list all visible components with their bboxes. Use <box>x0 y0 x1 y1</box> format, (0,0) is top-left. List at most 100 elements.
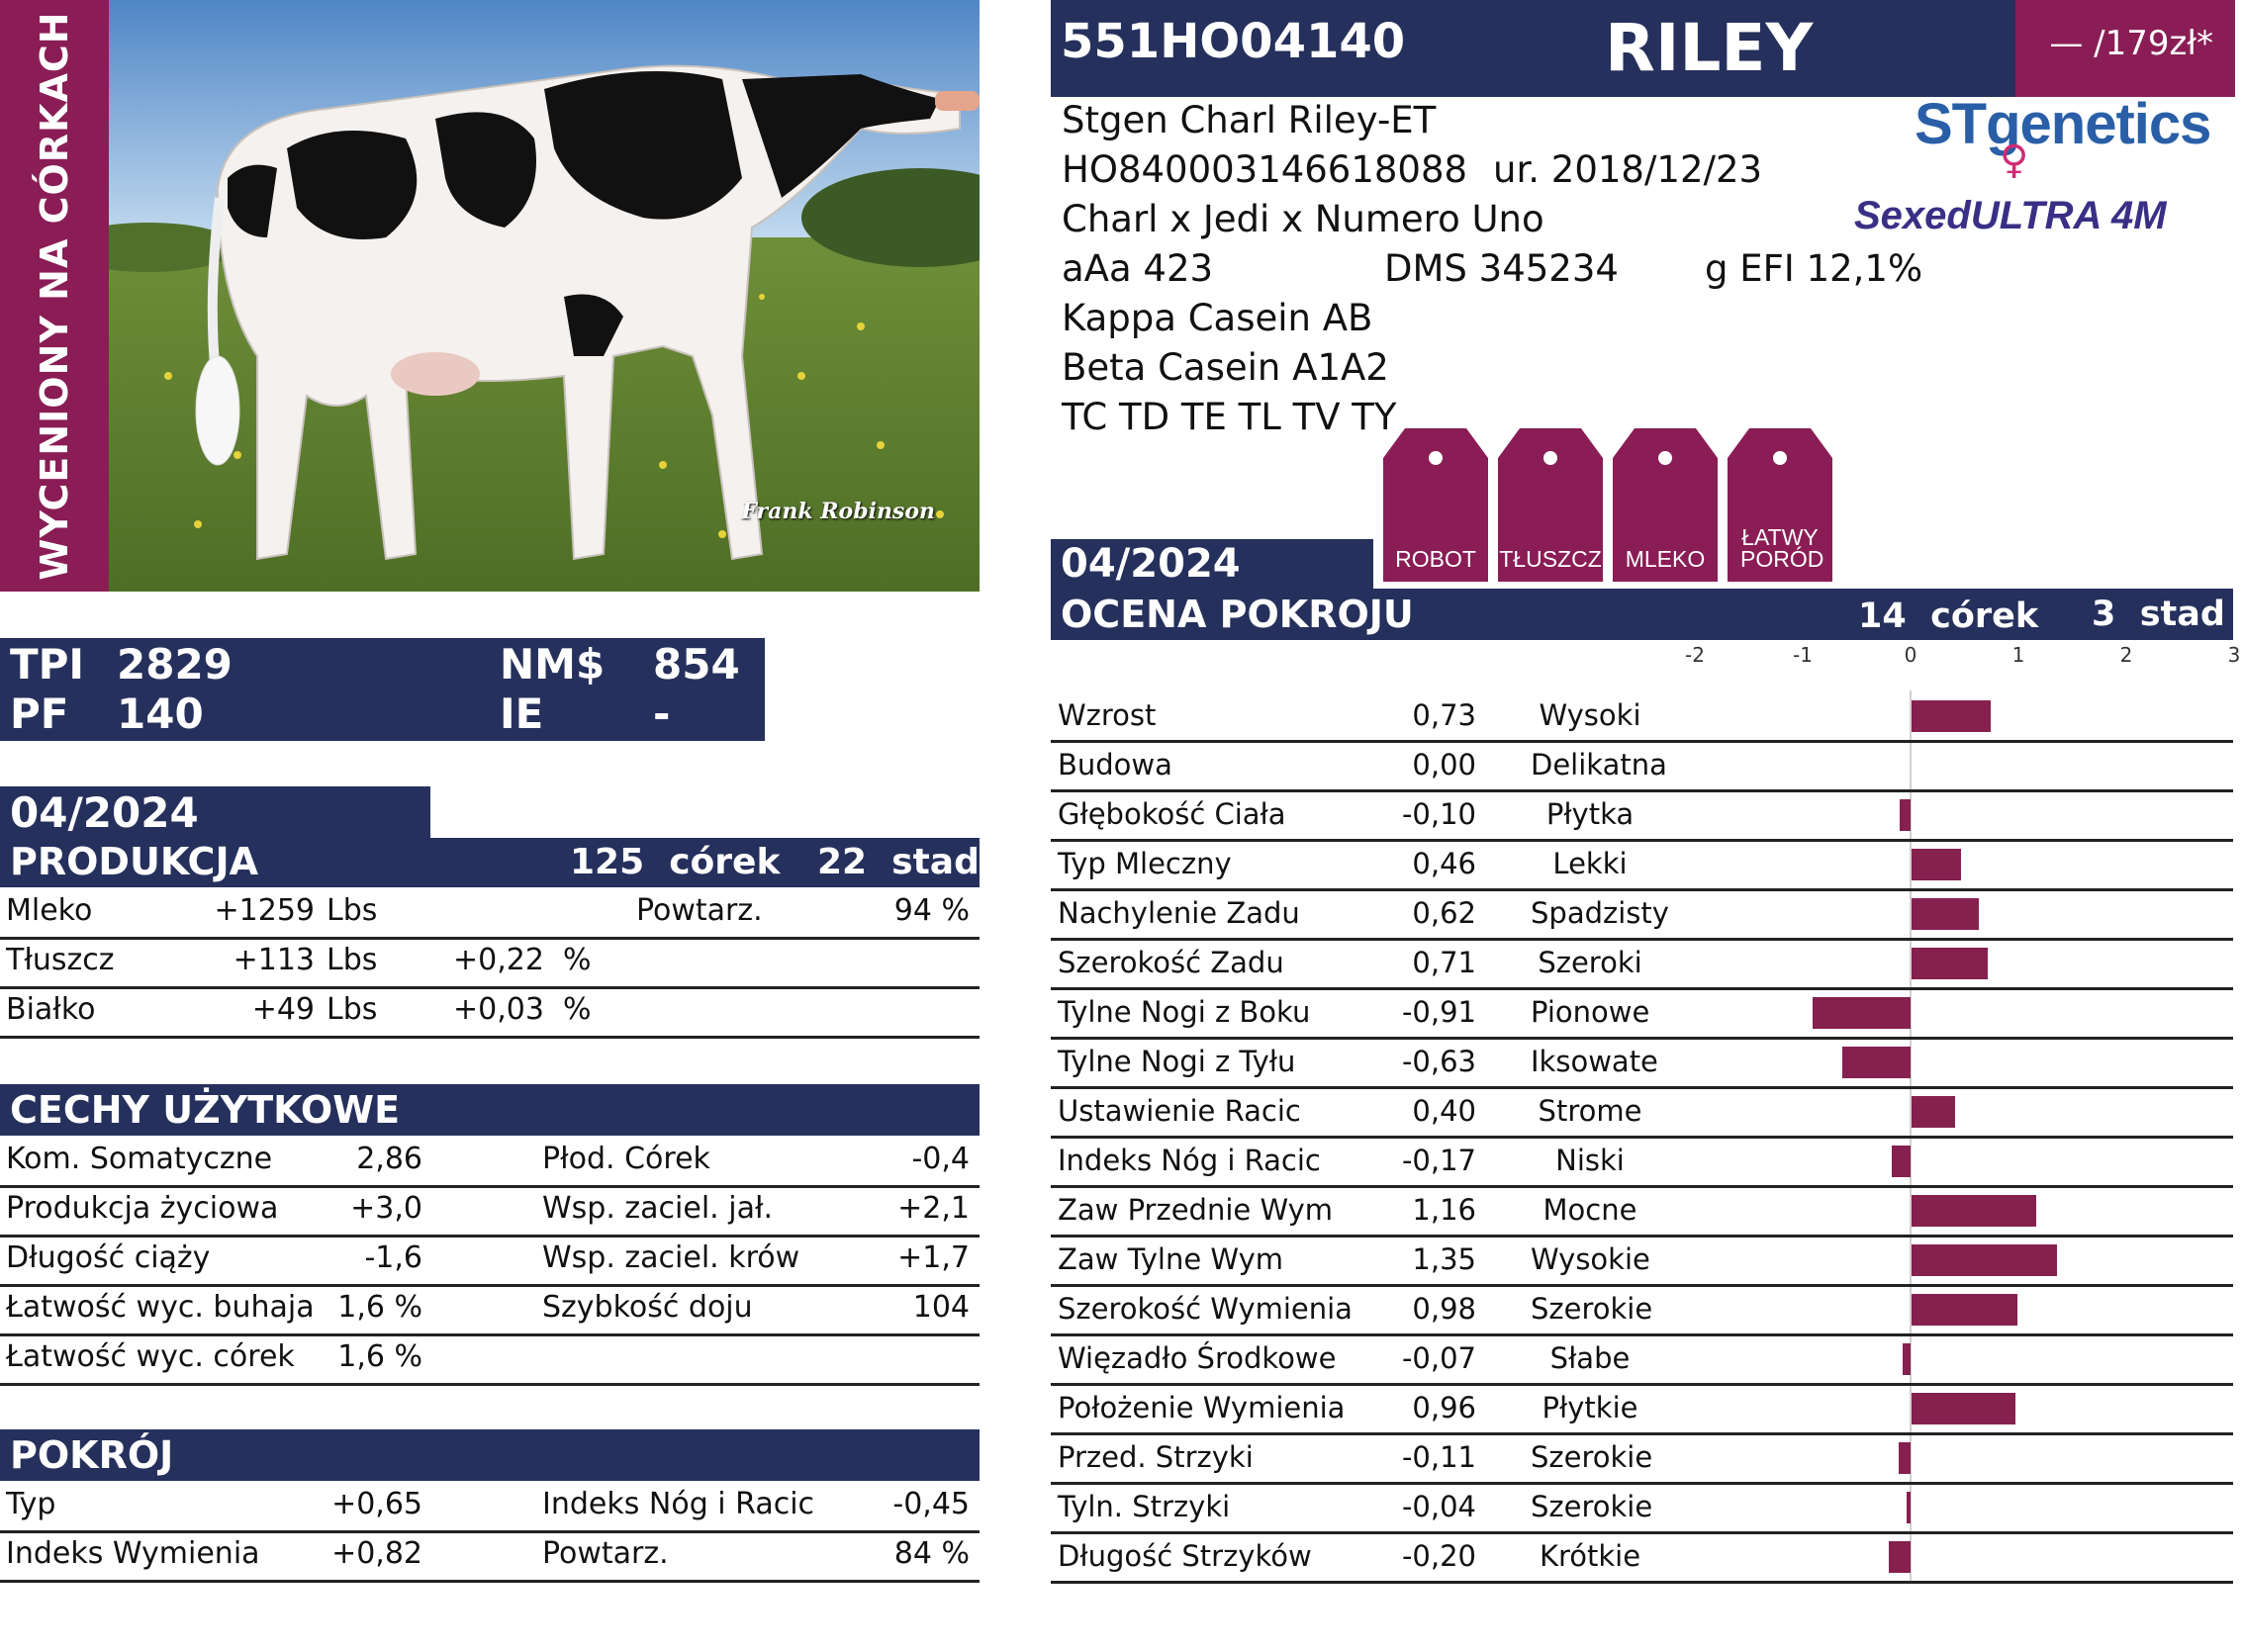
trait-descriptor: Płytkie <box>1542 1391 1638 1424</box>
trait-bar <box>1903 1343 1911 1375</box>
row-value: +0,82 <box>331 1536 422 1571</box>
trait-descriptor: Strome <box>1538 1094 1642 1128</box>
trait-descriptor: Pionowe <box>1531 995 1650 1029</box>
reg-number: HO840003146618088 <box>1062 148 1468 191</box>
trait-bar <box>1892 1146 1911 1177</box>
trait-label: Tylne Nogi z Boku <box>1058 995 1311 1029</box>
functional-header: CECHY UŻYTKOWE <box>0 1084 980 1136</box>
trait-value: -0,63 <box>1401 1045 1476 1078</box>
ie-value: - <box>653 689 671 738</box>
trait-value: 0,98 <box>1412 1292 1476 1326</box>
aaa-code: aAa 423 <box>1062 247 1214 290</box>
row-label: Mleko <box>6 893 93 928</box>
tag-easy-calving: ŁATWY PORÓD <box>1728 428 1832 582</box>
axis-tick-label: 0 <box>1904 643 1917 667</box>
row-value: 1,6 % <box>337 1290 422 1325</box>
side-banner: WYCENIONY NA CÓRKACH <box>0 0 109 592</box>
trait-value: 1,16 <box>1412 1193 1476 1227</box>
table-row: Łatwość wyc. buhaja 1,6 % Szybkość doju … <box>0 1284 980 1336</box>
axis-tick-label: -1 <box>1793 643 1813 667</box>
row-pct: +0,22 % <box>453 943 592 977</box>
table-row: Łatwość wyc. córek 1,6 % <box>0 1333 980 1386</box>
trait-value: 1,35 <box>1412 1242 1476 1276</box>
trait-label: Tyln. Strzyki <box>1058 1490 1231 1523</box>
trait-bar <box>1899 1442 1911 1474</box>
row-value: 2,86 <box>356 1142 422 1176</box>
trait-descriptor: Mocne <box>1542 1193 1637 1227</box>
nm-label: NM$ <box>500 640 606 688</box>
row-value: +3,0 <box>350 1191 422 1226</box>
photo-credit: Frank Robinson <box>741 499 935 524</box>
tag-label: MLEKO <box>1625 546 1706 572</box>
trait-value: -0,04 <box>1401 1490 1476 1523</box>
row-value: -1,6 <box>364 1240 422 1275</box>
tpi-label: TPI <box>10 640 85 688</box>
pedigree: Charl x Jedi x Numero Uno <box>1062 198 1544 240</box>
header-bar: 551HO04140 RILEY <box>1051 0 2015 97</box>
table-row: Indeks Wymienia +0,82 Powtarz. 84 % <box>0 1530 980 1583</box>
tag-robot: ROBOT <box>1383 428 1488 582</box>
table-row: Budowa 0,00 Delikatna <box>1051 740 2233 792</box>
full-name: Stgen Charl Riley-ET <box>1062 99 1437 141</box>
trait-value: -0,91 <box>1401 995 1476 1029</box>
trait-bar <box>1812 997 1911 1029</box>
trait-value: 0,00 <box>1412 748 1476 781</box>
conformation-chart: Wzrost 0,73 Wysoki Budowa 0,00 Delikatna Głębo… <box>1051 690 2233 1584</box>
functional-title: CECHY UŻYTKOWE <box>10 1088 401 1132</box>
ie-label: IE <box>500 689 544 738</box>
table-row: Szerokość Zadu 0,71 Szeroki <box>1051 938 2233 990</box>
table-row: Typ Mleczny 0,46 Lekki <box>1051 839 2233 891</box>
table-row: Zaw Tylne Wym 1,35 Wysokie <box>1051 1235 2233 1287</box>
birth-date: ur. 2018/12/23 <box>1493 148 1763 191</box>
row-label: Białko <box>6 992 96 1027</box>
trait-label: Nachylenie Zadu <box>1058 896 1300 930</box>
kappa-casein: Kappa Casein AB <box>1062 297 1373 339</box>
trait-bar <box>1912 1244 2058 1276</box>
row-label: Indeks Nóg i Racic <box>542 1487 815 1521</box>
table-row: Głębokość Ciała -0,10 Płytka <box>1051 789 2233 842</box>
row-value: 104 <box>912 1290 970 1325</box>
trait-descriptor: Krótkie <box>1539 1539 1641 1573</box>
production-table: Mleko +1259 Lbs Powtarz. 94 % Tłuszcz +1… <box>0 887 980 1039</box>
trait-bar <box>1912 898 1979 930</box>
production-title: PRODUKCJA <box>10 840 258 883</box>
nm-value: 854 <box>653 640 740 688</box>
trait-label: Przed. Strzyki <box>1058 1440 1254 1474</box>
row-unit: Lbs <box>327 943 378 977</box>
trait-value: -0,11 <box>1401 1440 1476 1474</box>
table-row: Białko +49 Lbs +0,03 % <box>0 986 980 1039</box>
tag-milk: MLEKO <box>1613 428 1718 582</box>
pf-value: 140 <box>117 689 204 738</box>
row-label: Łatwość wyc. córek <box>6 1339 295 1374</box>
table-row: Tyln. Strzyki -0,04 Szerokie <box>1051 1482 2233 1534</box>
trait-bar <box>1912 1195 2037 1227</box>
table-row: Szerokość Wymienia 0,98 Szerokie <box>1051 1284 2233 1336</box>
trait-value: -0,20 <box>1401 1539 1476 1573</box>
price: — /179zł* <box>2049 24 2213 63</box>
trait-descriptor: Płytka <box>1545 797 1635 831</box>
type-table: Typ +0,65 Indeks Nóg i Racic -0,45 Indek… <box>0 1481 980 1583</box>
trait-value: 0,96 <box>1412 1391 1476 1424</box>
row-label: Powtarz. <box>542 1536 669 1571</box>
row-unit: Lbs <box>327 893 378 928</box>
trait-label: Indeks Nóg i Racic <box>1058 1144 1321 1177</box>
trait-label: Szerokość Wymienia <box>1058 1292 1353 1326</box>
row-label: Tłuszcz <box>6 943 115 977</box>
production-daughters: 125 córek <box>570 842 781 882</box>
table-row: Przed. Strzyki -0,11 Szerokie <box>1051 1432 2233 1485</box>
trait-value: 0,46 <box>1412 847 1476 880</box>
axis-tick-label: 1 <box>2011 643 2025 667</box>
trait-value: 0,62 <box>1412 896 1476 930</box>
row-value: -0,4 <box>911 1142 970 1176</box>
side-banner-text: WYCENIONY NA CÓRKACH <box>33 11 76 581</box>
trait-descriptor: Iksowate <box>1531 1045 1658 1078</box>
row-label: Typ <box>6 1487 56 1521</box>
trait-label: Długość Strzyków <box>1058 1539 1312 1573</box>
trait-descriptor: Szerokie <box>1531 1292 1653 1326</box>
trait-bar <box>1912 1294 2017 1326</box>
row-value: 84 % <box>893 1536 970 1571</box>
trait-value: -0,10 <box>1401 797 1476 831</box>
table-row: Tylne Nogi z Boku -0,91 Pionowe <box>1051 987 2233 1040</box>
type-header: POKRÓJ <box>0 1429 980 1481</box>
table-row: Wzrost 0,73 Wysoki <box>1051 690 2233 743</box>
